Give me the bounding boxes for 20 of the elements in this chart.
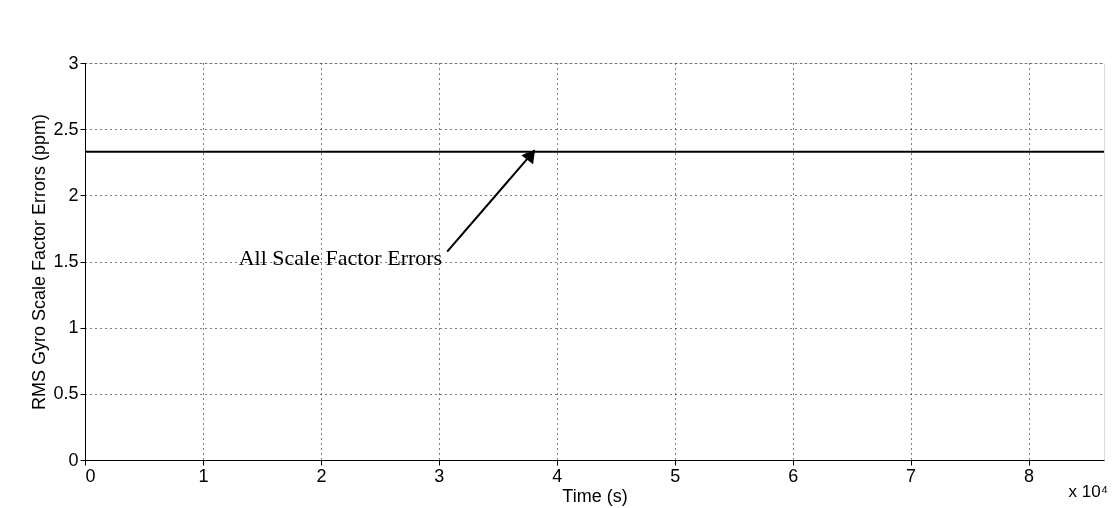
y-tick-label: 1.5 <box>53 251 79 271</box>
x-tick-label: 0 <box>85 465 96 486</box>
x-tick-label: 6 <box>788 465 799 486</box>
y-axis-title: RMS Gyro Scale Factor Errors (ppm) <box>29 113 50 411</box>
x-axis-title: Time (s) <box>562 485 628 506</box>
y-tick-label: 2 <box>68 184 79 205</box>
x-tick-label: 4 <box>552 465 563 486</box>
x-tick-label: 1 <box>198 465 209 486</box>
x-tick-label: 2 <box>316 465 327 486</box>
annotation: All Scale Factor Errors <box>238 244 443 270</box>
y-tick-label: 1 <box>68 317 79 338</box>
y-tick-label: 3 <box>68 52 79 73</box>
y-tick-label: 2.5 <box>53 118 79 139</box>
y-tick-label: 0 <box>68 449 79 470</box>
x-tick-label: 8 <box>1024 465 1035 486</box>
text: x 10⁴ <box>1068 482 1108 501</box>
x-tick-label: 7 <box>906 465 917 486</box>
x-tick-label: 5 <box>670 465 681 486</box>
y-tick-label: 0.5 <box>53 383 79 404</box>
x-tick-label: 3 <box>434 465 445 486</box>
